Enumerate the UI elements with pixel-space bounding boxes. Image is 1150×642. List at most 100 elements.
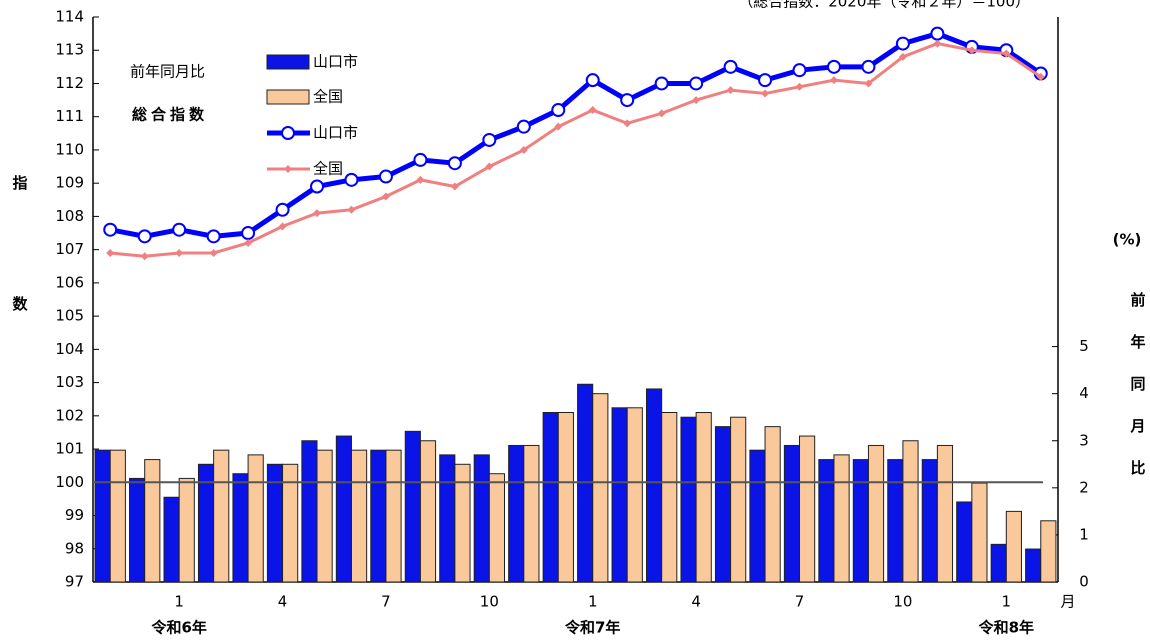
point: [1036, 72, 1045, 81]
bar: [1005, 510, 1022, 583]
bar: [833, 454, 850, 583]
bar: [592, 393, 609, 583]
point: [723, 59, 738, 74]
x-tick-label: 7: [381, 593, 391, 611]
bar: [350, 449, 368, 583]
line: [110, 42, 1042, 258]
point: [792, 63, 807, 78]
line: [109, 30, 1043, 239]
y-tick-label: 107: [55, 240, 84, 258]
legend-label: 山口市: [313, 124, 358, 142]
legend-marker: [284, 165, 292, 173]
bar: [626, 407, 643, 583]
y-tick-label: 99: [65, 506, 84, 524]
point: [310, 179, 325, 194]
y-tick-label: 106: [55, 273, 84, 291]
y2-tick-label: 0: [1079, 573, 1089, 591]
bar: [611, 407, 628, 583]
y2-tick-label: 4: [1079, 384, 1089, 402]
point: [758, 73, 773, 88]
point: [516, 119, 531, 134]
bar: [404, 430, 421, 583]
bar: [956, 501, 973, 583]
bar: [473, 454, 490, 583]
bar: [557, 412, 574, 583]
bar: [799, 435, 816, 583]
y-tick-label: 101: [55, 440, 84, 458]
bar: [714, 426, 732, 583]
bar: [971, 482, 988, 583]
point: [344, 172, 359, 187]
bar: [852, 459, 869, 583]
y-tick-label: 109: [55, 174, 84, 192]
x-tick-label: 1: [588, 593, 598, 611]
bar: [764, 426, 781, 583]
bar: [661, 412, 678, 583]
bar: [508, 444, 525, 583]
bar: [109, 449, 126, 583]
y-tick-label: 104: [55, 340, 84, 358]
bar: [232, 473, 249, 583]
bar: [439, 454, 456, 583]
point: [898, 52, 907, 61]
point: [413, 152, 428, 167]
legend-swatch: [266, 89, 310, 105]
point: [175, 248, 184, 257]
point: [967, 46, 976, 55]
bar: [783, 444, 801, 583]
point: [140, 252, 149, 261]
bar: [680, 416, 697, 583]
point: [689, 76, 704, 91]
bar: [213, 449, 230, 583]
point: [761, 89, 770, 98]
point: [206, 229, 221, 244]
y2-tick-label: 1: [1079, 525, 1089, 543]
point: [241, 226, 256, 241]
y-tick-label: 100: [55, 473, 84, 491]
point: [278, 222, 287, 231]
note: （総合指数：2020年（令和２年）＝100）: [738, 0, 1030, 11]
point: [726, 86, 735, 95]
x-tick-label: 10: [893, 593, 912, 611]
bar: [301, 440, 318, 583]
bar: [370, 449, 387, 583]
bar: [887, 459, 904, 583]
bar: [1025, 548, 1042, 583]
bar: [282, 463, 299, 583]
x-tick-label: 7: [795, 593, 805, 611]
bar: [921, 459, 938, 583]
y-tick-label: 114: [55, 8, 84, 26]
bar: [454, 463, 471, 583]
legend-label: 山口市: [313, 53, 358, 71]
y2-tick-label: 2: [1079, 478, 1089, 496]
y-tick-label: 98: [65, 539, 84, 557]
y-tick-label: 105: [55, 307, 84, 325]
point: [381, 192, 390, 201]
point: [551, 103, 566, 118]
bar: [818, 459, 835, 583]
point: [623, 119, 632, 128]
year-label: 令和6年: [151, 619, 206, 637]
x-tick-label: 1: [174, 593, 184, 611]
bar: [867, 444, 885, 583]
bar: [645, 388, 663, 583]
bar: [695, 412, 712, 583]
point: [861, 59, 876, 74]
point: [106, 248, 115, 257]
bar: [990, 543, 1007, 583]
year-label: 令和8年: [979, 619, 1034, 637]
bar: [144, 459, 161, 583]
y2-tick-label: 3: [1079, 431, 1089, 449]
point: [447, 156, 462, 171]
point: [1002, 49, 1011, 58]
point: [864, 79, 873, 88]
point: [930, 26, 945, 41]
legend-label: 全国: [313, 88, 343, 106]
bar: [902, 440, 919, 583]
point: [826, 59, 841, 74]
y-tick-label: 97: [65, 573, 84, 591]
bar: [335, 435, 352, 583]
point: [585, 73, 600, 88]
legend-label: 全国: [313, 160, 343, 178]
point: [519, 145, 528, 154]
